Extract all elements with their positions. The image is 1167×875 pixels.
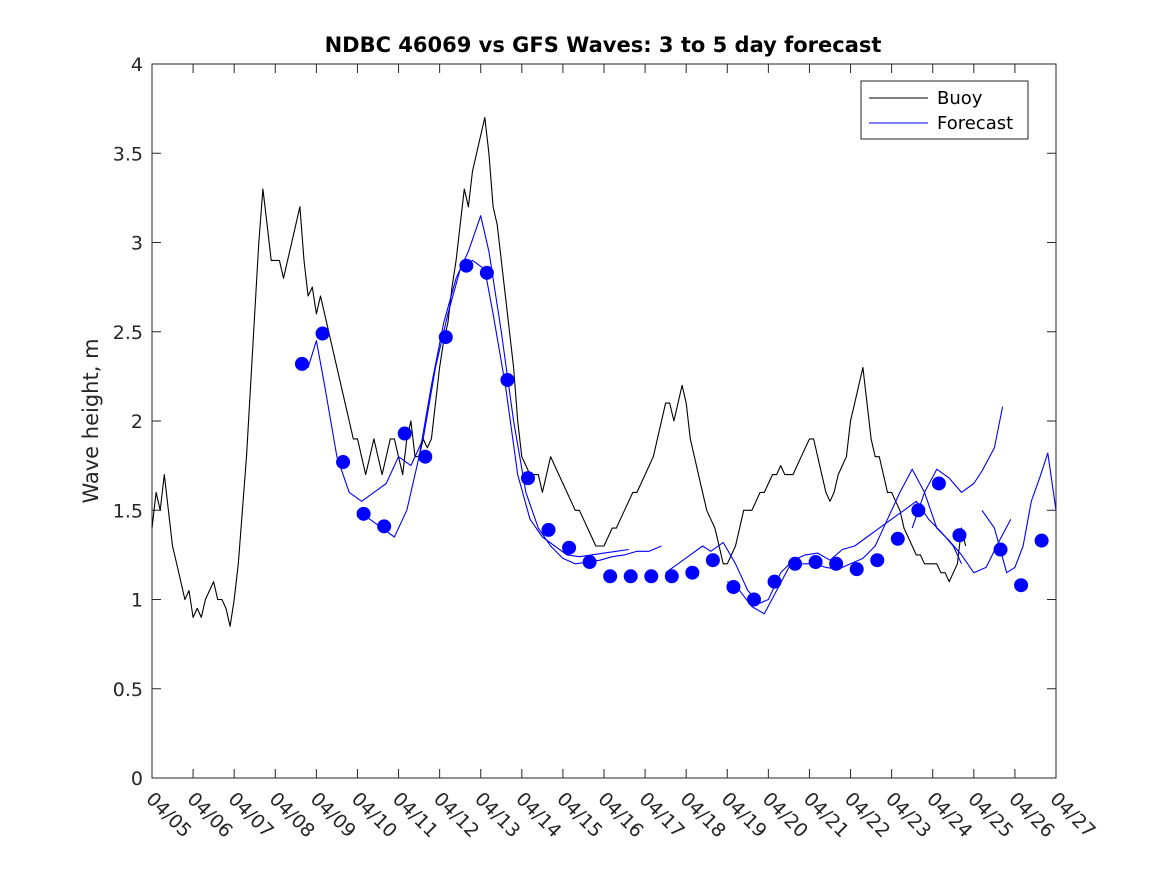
- plot-area: 00.511.522.533.5404/0504/0604/0704/0804/…: [113, 54, 1100, 842]
- x-tick-label: 04/25: [963, 788, 1017, 842]
- forecast-marker: [746, 592, 761, 607]
- x-tick-label: 04/19: [717, 788, 771, 842]
- y-tick-label: 0.5: [113, 679, 143, 701]
- forecast-marker: [685, 565, 700, 580]
- y-tick-label: 0: [131, 768, 143, 790]
- x-tick-label: 04/26: [1004, 788, 1058, 842]
- forecast-marker: [1034, 533, 1049, 548]
- y-tick-label: 4: [131, 54, 143, 76]
- forecast-marker: [849, 562, 864, 577]
- x-tick-label: 04/13: [470, 788, 524, 842]
- y-tick-label: 1.5: [113, 500, 143, 522]
- legend-entry-label: Buoy: [937, 88, 983, 109]
- x-tick-label: 04/27: [1045, 788, 1099, 842]
- y-axis-label: Wave height, m: [79, 338, 103, 503]
- x-tick-label: 04/24: [922, 788, 976, 842]
- x-tick-label: 04/16: [593, 788, 647, 842]
- x-tick-label: 04/22: [840, 788, 894, 842]
- x-tick-label: 04/17: [635, 788, 689, 842]
- forecast-marker: [603, 569, 618, 584]
- forecast-marker: [562, 540, 577, 555]
- forecast-marker: [767, 574, 782, 589]
- x-tick-label: 04/11: [388, 788, 442, 842]
- forecast-marker: [479, 265, 494, 280]
- forecast-marker: [890, 531, 905, 546]
- forecast-marker: [870, 553, 885, 568]
- x-tick-label: 04/21: [799, 788, 853, 842]
- forecast-marker: [356, 506, 371, 521]
- forecast-marker: [315, 326, 330, 341]
- forecast-marker: [377, 519, 392, 534]
- forecast-marker: [520, 471, 535, 486]
- forecast-marker: [500, 372, 515, 387]
- legend-entry-label: Forecast: [937, 113, 1013, 134]
- forecast-marker: [459, 258, 474, 273]
- forecast-marker: [644, 569, 659, 584]
- x-tick-label: 04/05: [141, 788, 195, 842]
- x-tick-label: 04/09: [306, 788, 360, 842]
- legend-box: [860, 80, 1029, 140]
- x-tick-label: 04/10: [347, 788, 401, 842]
- forecast-marker: [726, 580, 741, 595]
- forecast-marker: [1014, 578, 1029, 593]
- x-tick-label: 04/20: [758, 788, 812, 842]
- x-tick-label: 04/18: [676, 788, 730, 842]
- legend: Buoy Forecast: [860, 80, 1029, 140]
- forecast-series-line: [726, 468, 1012, 615]
- forecast-marker: [829, 556, 844, 571]
- x-tick-label: 04/15: [552, 788, 606, 842]
- axes-box: [151, 63, 1057, 779]
- buoy-series-line: [151, 116, 967, 627]
- x-tick-label: 04/14: [511, 788, 565, 842]
- forecast-marker: [952, 528, 967, 543]
- forecast-marker: [911, 503, 926, 518]
- forecast-marker: [541, 522, 556, 537]
- x-tick-label: 04/12: [429, 788, 483, 842]
- forecast-marker: [418, 449, 433, 464]
- forecast-marker: [582, 555, 597, 570]
- x-tick-label: 04/23: [881, 788, 935, 842]
- forecast-marker: [397, 426, 412, 441]
- forecast-marker: [993, 542, 1008, 557]
- forecast-series-line: [665, 500, 962, 604]
- forecast-marker: [664, 569, 679, 584]
- x-tick-label: 04/08: [265, 788, 319, 842]
- forecast-marker: [336, 455, 351, 470]
- y-tick-label: 2.5: [113, 322, 143, 344]
- y-tick-label: 3.5: [113, 143, 143, 165]
- forecast-marker: [931, 476, 946, 491]
- y-tick-label: 3: [131, 233, 143, 255]
- forecast-series-line: [911, 406, 1004, 529]
- forecast-marker: [808, 555, 823, 570]
- chart-title: NDBC 46069 vs GFS Waves: 3 to 5 day fore…: [325, 33, 882, 57]
- forecast-marker: [294, 356, 309, 371]
- y-tick-label: 2: [131, 411, 143, 433]
- forecast-marker: [438, 330, 453, 345]
- y-tick-label: 1: [131, 590, 143, 612]
- x-tick-label: 04/07: [224, 788, 278, 842]
- forecast-marker: [705, 553, 720, 568]
- x-tick-label: 04/06: [183, 788, 237, 842]
- forecast-marker: [623, 569, 638, 584]
- forecast-marker: [788, 556, 803, 571]
